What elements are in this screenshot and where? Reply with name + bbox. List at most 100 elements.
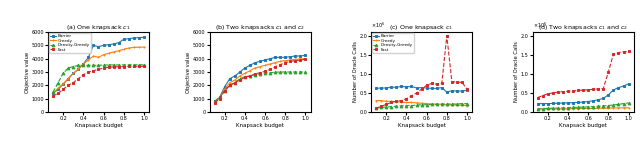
Greedy (84, 59, 92, 61)
Density-Greedy (276, 71, 284, 73)
Greedy (246, 70, 254, 72)
Density-Greedy (428, 103, 435, 105)
Fast (539, 95, 547, 97)
Fast (423, 84, 431, 86)
Greedy (443, 104, 451, 106)
Fast (589, 88, 597, 90)
Greedy (216, 98, 223, 100)
Fast (120, 66, 127, 68)
Density-Greedy (579, 106, 587, 108)
Barrier (620, 85, 627, 87)
Density-Greedy (292, 71, 300, 73)
Fast (54, 92, 62, 94)
Y-axis label: Number of Oracle Calls: Number of Oracle Calls (353, 41, 358, 103)
Density-Greedy (372, 107, 380, 109)
Greedy (423, 103, 431, 105)
Greedy (115, 50, 122, 52)
Greedy (110, 51, 118, 53)
Fast (609, 53, 617, 55)
Barrier (595, 99, 602, 101)
Density-Greedy (49, 91, 57, 93)
Density-Greedy (301, 71, 309, 73)
Line: Density-Greedy: Density-Greedy (213, 71, 307, 103)
Fast (433, 83, 440, 85)
Greedy (609, 107, 617, 109)
Barrier (403, 86, 410, 88)
Greedy (387, 100, 395, 102)
Greedy (287, 59, 294, 61)
Density-Greedy (236, 78, 244, 80)
Density-Greedy (397, 105, 405, 107)
Fast (60, 88, 67, 90)
Barrier (216, 96, 223, 98)
Greedy (438, 103, 445, 105)
Fast (418, 88, 426, 90)
X-axis label: Knapsack budget: Knapsack budget (559, 123, 607, 128)
Barrier (589, 100, 597, 102)
Fast (110, 66, 118, 68)
Greedy (413, 102, 420, 104)
Fast (241, 76, 249, 78)
Density-Greedy (100, 64, 108, 66)
Density-Greedy (216, 96, 223, 98)
Title: (a) One knapsack $c_1$: (a) One knapsack $c_1$ (66, 23, 131, 32)
Barrier (584, 101, 592, 103)
Density-Greedy (251, 74, 259, 76)
Barrier (110, 43, 118, 45)
Density-Greedy (574, 106, 582, 108)
Density-Greedy (95, 64, 102, 66)
Fast (115, 66, 122, 68)
Greedy (372, 100, 380, 102)
Barrier (443, 91, 451, 93)
Density-Greedy (564, 107, 572, 109)
Greedy (69, 72, 77, 74)
Greedy (549, 108, 557, 110)
Barrier (236, 71, 244, 73)
Density-Greedy (584, 106, 592, 108)
Density-Greedy (54, 82, 62, 84)
Density-Greedy (458, 103, 466, 105)
Barrier (287, 56, 294, 58)
Density-Greedy (539, 108, 547, 110)
Line: Density-Greedy: Density-Greedy (52, 63, 145, 93)
Greedy (378, 100, 385, 102)
Fast (564, 90, 572, 92)
X-axis label: Knapsack budget: Knapsack budget (74, 123, 122, 128)
Barrier (448, 90, 456, 92)
Y-axis label: Objective value: Objective value (25, 51, 30, 93)
Legend: Barrier, Greedy, Density-Greedy, Fast: Barrier, Greedy, Density-Greedy, Fast (49, 33, 91, 53)
Text: $\times10^6$: $\times10^6$ (371, 21, 385, 30)
Fast (276, 64, 284, 66)
Barrier (292, 55, 300, 57)
Barrier (614, 87, 622, 89)
Density-Greedy (403, 105, 410, 107)
Density-Greedy (605, 105, 612, 107)
Fast (79, 74, 87, 76)
Fast (130, 65, 138, 67)
Greedy (90, 55, 97, 57)
Density-Greedy (614, 103, 622, 105)
Greedy (392, 101, 400, 103)
Density-Greedy (453, 103, 461, 105)
Barrier (241, 67, 249, 69)
Density-Greedy (282, 71, 289, 73)
Greedy (584, 108, 592, 109)
X-axis label: Knapsack budget: Knapsack budget (236, 123, 284, 128)
Fast (261, 70, 269, 72)
Fast (408, 95, 415, 97)
Greedy (397, 101, 405, 103)
Barrier (559, 102, 567, 104)
Barrier (579, 101, 587, 103)
Greedy (125, 47, 132, 49)
Greedy (79, 63, 87, 65)
Fast (74, 78, 82, 80)
Density-Greedy (534, 108, 541, 110)
Greedy (559, 108, 567, 110)
Barrier (251, 62, 259, 64)
Fast (554, 91, 562, 93)
Y-axis label: Objective value: Objective value (186, 51, 191, 93)
Line: Density-Greedy: Density-Greedy (536, 101, 630, 110)
Barrier (428, 87, 435, 89)
Barrier (378, 87, 385, 89)
Barrier (392, 86, 400, 88)
